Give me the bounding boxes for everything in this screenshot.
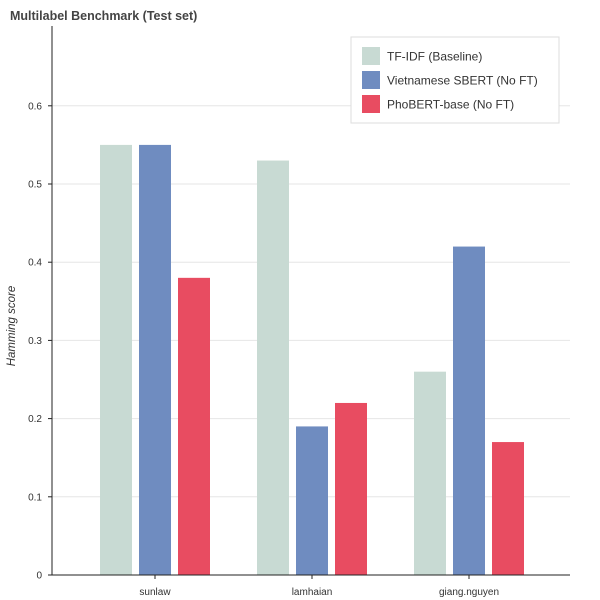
- axes: [51, 26, 570, 576]
- y-tick-label: 0.5: [28, 180, 42, 191]
- x-tick-label: lamhaian: [292, 587, 333, 598]
- bar-lamhaian-series-0: [257, 160, 289, 576]
- y-axis-label: Hamming score: [6, 286, 18, 367]
- legend-label: TF-IDF (Baseline): [387, 50, 482, 64]
- bar-sunlaw-series-1: [139, 144, 171, 575]
- x-ticks: sunlaw lamhaian giang.nguyen: [139, 575, 499, 598]
- x-tick-label: giang.nguyen: [439, 587, 499, 598]
- y-tick-label: 0.4: [28, 258, 42, 269]
- bar-giang-nguyen-series-0: [414, 371, 446, 575]
- y-tick-label: 0.3: [28, 336, 42, 347]
- legend-swatch: [362, 47, 380, 65]
- legend-label: PhoBERT-base (No FT): [387, 98, 514, 112]
- legend-box: [350, 36, 560, 124]
- bar-lamhaian-series-2: [335, 402, 367, 575]
- bars: [100, 144, 524, 576]
- bar-giang-nguyen-series-2: [492, 442, 524, 575]
- y-tick-label: 0.2: [28, 414, 42, 425]
- legend-swatch: [362, 71, 380, 89]
- y-ticks: 0 0.1 0.2 0.3 0.4 0.5 0.6: [28, 101, 52, 582]
- bar-sunlaw-series-2: [178, 277, 210, 575]
- x-tick-label: sunlaw: [139, 587, 171, 598]
- y-tick-label: 0.1: [28, 492, 42, 503]
- y-tick-label: 0: [36, 571, 42, 582]
- y-tick-label: 0.6: [28, 101, 42, 112]
- legend-swatch: [362, 95, 380, 113]
- legend-label: Vietnamese SBERT (No FT): [387, 74, 538, 88]
- bar-lamhaian-series-1: [296, 426, 328, 575]
- bar-sunlaw-series-0: [100, 144, 132, 575]
- bar-giang-nguyen-series-1: [453, 246, 485, 575]
- legend: TF-IDF (Baseline) Vietnamese SBERT (No FT…: [350, 36, 560, 124]
- chart-title: Multilabel Benchmark (Test set): [10, 9, 197, 23]
